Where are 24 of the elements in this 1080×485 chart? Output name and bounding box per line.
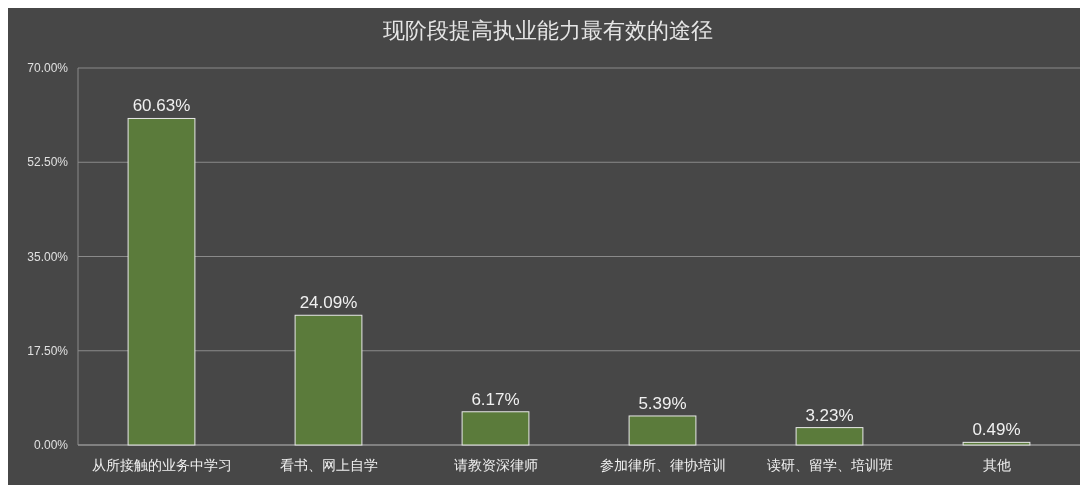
bar <box>962 441 1031 446</box>
y-tick-label: 35.00% <box>27 249 69 264</box>
bar <box>628 415 697 446</box>
x-tick-label: 从所接触的业务中学习 <box>91 457 232 473</box>
y-tick-label: 0.00% <box>33 438 69 453</box>
bar <box>461 411 530 446</box>
x-tick-label: 参加律所、律协培训 <box>599 457 726 473</box>
data-label: 0.49% <box>972 420 1021 440</box>
data-label: 3.23% <box>805 405 854 425</box>
chart-title: 现阶段提高执业能力最有效的途径 <box>383 18 713 43</box>
x-tick-label: 请教资深律师 <box>453 457 538 473</box>
y-tick-label: 17.50% <box>27 343 69 358</box>
y-tick-label: 70.00% <box>27 61 69 76</box>
y-tick-label: 52.50% <box>27 155 69 170</box>
bar <box>294 314 363 446</box>
x-tick-label: 其他 <box>982 457 1011 473</box>
data-label: 60.63% <box>132 96 191 116</box>
data-label: 5.39% <box>638 393 687 413</box>
data-label: 24.09% <box>299 293 358 313</box>
bar <box>795 427 864 446</box>
bar <box>127 117 196 446</box>
data-label: 6.17% <box>471 389 520 409</box>
x-tick-label: 读研、留学、培训班 <box>766 457 893 473</box>
x-tick-label: 看书、网上自学 <box>279 457 378 473</box>
